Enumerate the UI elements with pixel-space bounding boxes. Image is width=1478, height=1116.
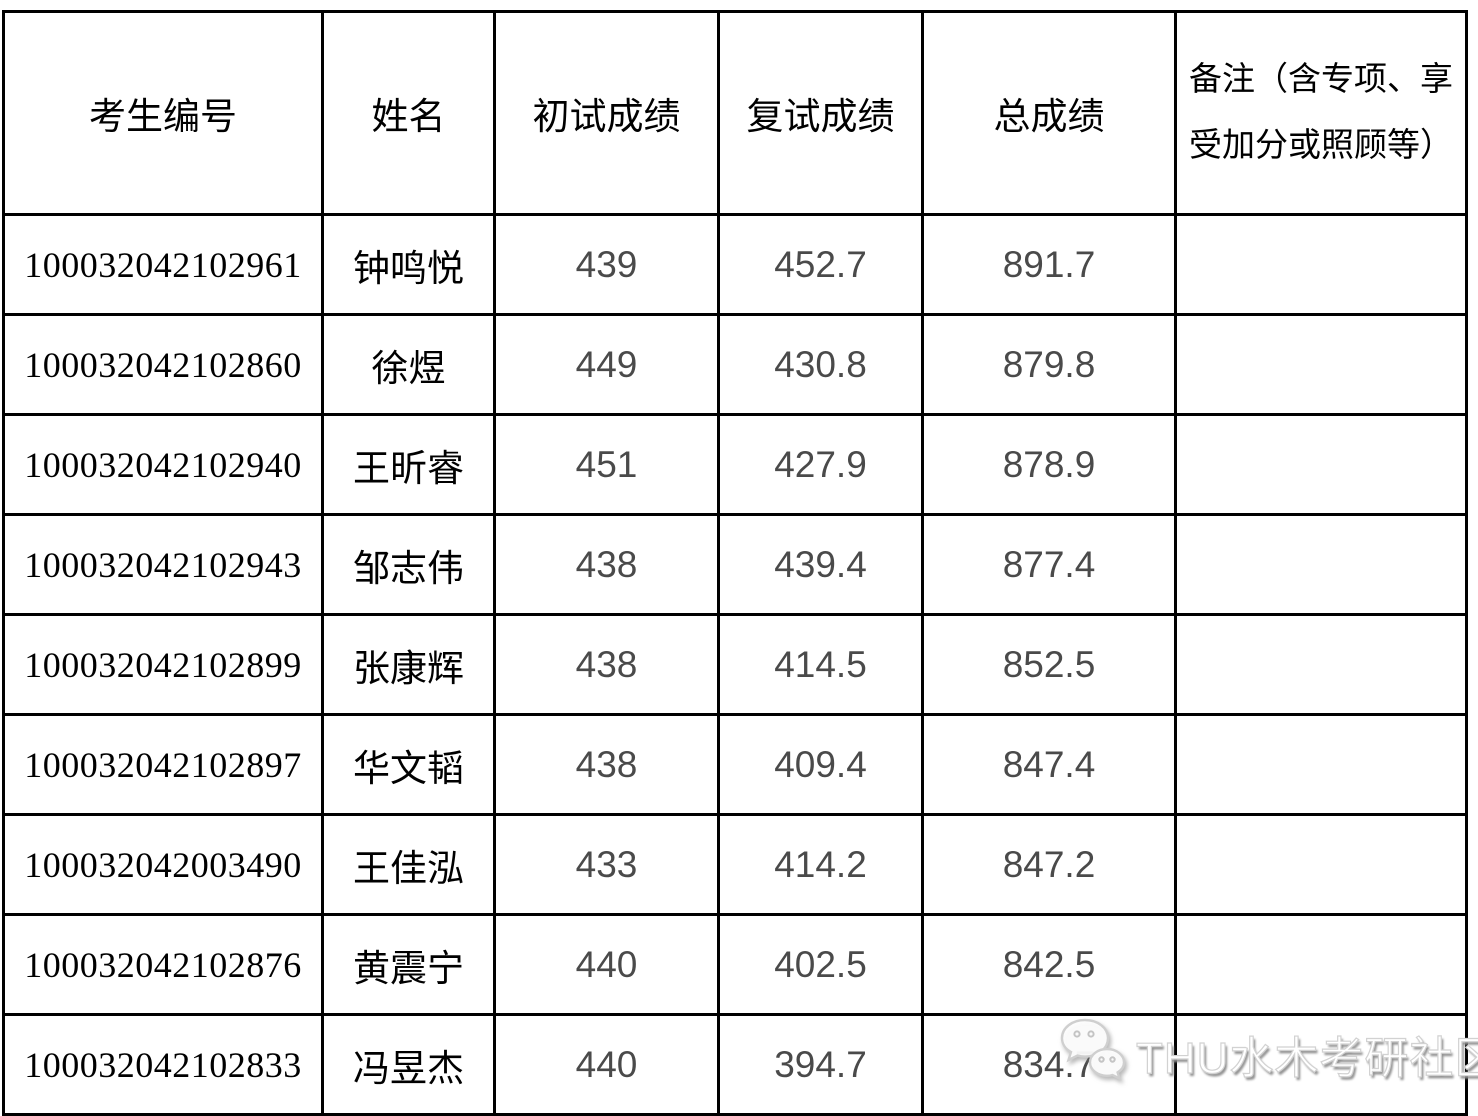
retest-score-cell: 452.7	[717, 213, 924, 316]
remark-cell	[1174, 713, 1468, 816]
header-initial-score: 初试成绩	[493, 10, 720, 216]
table-row: 100032042003490 王佳泓 433 414.2 847.2	[2, 813, 1468, 916]
name-cell: 邹志伟	[321, 513, 496, 616]
candidate-id-cell: 100032042102860	[2, 313, 324, 416]
candidate-id-cell: 100032042102940	[2, 413, 324, 516]
table-row: 100032042102860 徐煜 449 430.8 879.8	[2, 313, 1468, 416]
table-row: 100032042102833 冯昱杰 440 394.7 834.7	[2, 1013, 1468, 1116]
retest-score-cell: 439.4	[717, 513, 924, 616]
name-cell: 黄震宁	[321, 913, 496, 1016]
table-row: 100032042102943 邹志伟 438 439.4 877.4	[2, 513, 1468, 616]
total-score-cell: 847.2	[921, 813, 1177, 916]
table-row: 100032042102940 王昕睿 451 427.9 878.9	[2, 413, 1468, 516]
initial-score-cell: 433	[493, 813, 720, 916]
remark-cell	[1174, 813, 1468, 916]
remark-cell	[1174, 613, 1468, 716]
admission-score-table: 考生编号 姓名 初试成绩 复试成绩 总成绩 备注（含专项、享受加分或照顾等） 1…	[2, 10, 1468, 1116]
name-cell: 华文韬	[321, 713, 496, 816]
initial-score-cell: 438	[493, 613, 720, 716]
table-row: 100032042102897 华文韬 438 409.4 847.4	[2, 713, 1468, 816]
name-cell: 钟鸣悦	[321, 213, 496, 316]
retest-score-cell: 414.2	[717, 813, 924, 916]
header-total-score: 总成绩	[921, 10, 1177, 216]
candidate-id-cell: 100032042102899	[2, 613, 324, 716]
candidate-id-cell: 100032042102897	[2, 713, 324, 816]
retest-score-cell: 430.8	[717, 313, 924, 416]
table-header-row: 考生编号 姓名 初试成绩 复试成绩 总成绩 备注（含专项、享受加分或照顾等）	[2, 10, 1468, 216]
retest-score-cell: 414.5	[717, 613, 924, 716]
initial-score-cell: 451	[493, 413, 720, 516]
total-score-cell: 878.9	[921, 413, 1177, 516]
remark-cell	[1174, 213, 1468, 316]
table-row: 100032042102961 钟鸣悦 439 452.7 891.7	[2, 213, 1468, 316]
remark-cell	[1174, 913, 1468, 1016]
name-cell: 冯昱杰	[321, 1013, 496, 1116]
candidate-id-cell: 100032042102961	[2, 213, 324, 316]
retest-score-cell: 402.5	[717, 913, 924, 1016]
table-body: 100032042102961 钟鸣悦 439 452.7 891.7 100032042…	[2, 213, 1468, 1116]
table-row: 100032042102876 黄震宁 440 402.5 842.5	[2, 913, 1468, 1016]
total-score-cell: 847.4	[921, 713, 1177, 816]
name-cell: 张康辉	[321, 613, 496, 716]
initial-score-cell: 439	[493, 213, 720, 316]
total-score-cell: 852.5	[921, 613, 1177, 716]
retest-score-cell: 409.4	[717, 713, 924, 816]
name-cell: 徐煜	[321, 313, 496, 416]
remark-cell	[1174, 313, 1468, 416]
candidate-id-cell: 100032042102833	[2, 1013, 324, 1116]
remark-cell	[1174, 1013, 1468, 1116]
total-score-cell: 877.4	[921, 513, 1177, 616]
total-score-cell: 834.7	[921, 1013, 1177, 1116]
initial-score-cell: 438	[493, 713, 720, 816]
initial-score-cell: 438	[493, 513, 720, 616]
name-cell: 王佳泓	[321, 813, 496, 916]
total-score-cell: 891.7	[921, 213, 1177, 316]
header-retest-score: 复试成绩	[717, 10, 924, 216]
candidate-id-cell: 100032042102876	[2, 913, 324, 1016]
retest-score-cell: 394.7	[717, 1013, 924, 1116]
table-row: 100032042102899 张康辉 438 414.5 852.5	[2, 613, 1468, 716]
header-remark: 备注（含专项、享受加分或照顾等）	[1174, 10, 1468, 216]
name-cell: 王昕睿	[321, 413, 496, 516]
initial-score-cell: 440	[493, 1013, 720, 1116]
header-candidate-id: 考生编号	[2, 10, 324, 216]
header-name: 姓名	[321, 10, 496, 216]
remark-cell	[1174, 413, 1468, 516]
total-score-cell: 879.8	[921, 313, 1177, 416]
initial-score-cell: 440	[493, 913, 720, 1016]
remark-cell	[1174, 513, 1468, 616]
initial-score-cell: 449	[493, 313, 720, 416]
total-score-cell: 842.5	[921, 913, 1177, 1016]
candidate-id-cell: 100032042102943	[2, 513, 324, 616]
candidate-id-cell: 100032042003490	[2, 813, 324, 916]
retest-score-cell: 427.9	[717, 413, 924, 516]
